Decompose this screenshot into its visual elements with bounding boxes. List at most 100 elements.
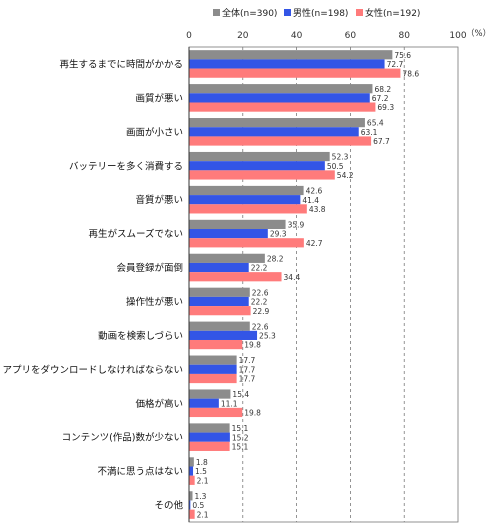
- category-label: 再生するまでに時間がかかる: [59, 58, 183, 70]
- bar: [189, 161, 325, 171]
- bar: [189, 306, 251, 316]
- value-label: 2.1: [197, 510, 209, 519]
- bar: [189, 204, 307, 214]
- value-label: 19.8: [244, 409, 261, 418]
- legend-swatch: [213, 9, 220, 16]
- bar: [189, 59, 385, 69]
- bar: [189, 219, 286, 230]
- bar: [189, 398, 219, 408]
- bar: [189, 407, 243, 418]
- category-label: アプリをダウンロードしなければならない: [2, 364, 183, 376]
- bar-group: 28.222.2 34.4: [189, 253, 301, 282]
- bar-group: 1.81.52.1: [189, 457, 209, 485]
- bar-group: 15.115.215.1: [189, 423, 249, 451]
- legend-item: 全体(n=390): [213, 7, 277, 19]
- bar-group: 42.641.443.8: [189, 185, 326, 214]
- category-label: 画質が悪い: [135, 92, 183, 104]
- value-label: 19.8: [244, 341, 261, 350]
- bar: [189, 68, 401, 78]
- value-label: 50.5: [327, 162, 344, 171]
- category-label: 会員登録が面倒: [116, 262, 183, 274]
- value-label: 43.8: [309, 205, 326, 214]
- value-label: 63.1: [361, 128, 378, 137]
- bar: [189, 253, 265, 263]
- legend-swatch: [356, 9, 363, 16]
- legend-item: 女性(n=192): [356, 7, 420, 19]
- value-label: 34.4: [284, 273, 301, 282]
- category-label: 再生がスムーズでない: [88, 228, 183, 240]
- bar-group: 75.672.778.6: [189, 50, 419, 78]
- category-label: バッテリーを多く消費する: [69, 160, 183, 172]
- x-tick-label: 20: [237, 31, 249, 41]
- bar: [189, 272, 282, 282]
- value-label: 78.6: [402, 69, 419, 78]
- category-label: コンテンツ(作品)数が少ない: [62, 432, 183, 444]
- category-labels: 再生するまでに時間がかかる画質が悪い画面が小さいバッテリーを多く消費する音質が悪…: [2, 58, 183, 511]
- bar: [189, 170, 335, 180]
- category-label: その他: [154, 500, 183, 512]
- value-label: 22.2: [251, 298, 268, 307]
- unit-label: （%）: [466, 28, 491, 39]
- bar: [189, 423, 230, 433]
- value-label: 41.4: [302, 196, 319, 205]
- bar: [189, 475, 195, 485]
- x-tick-label: 100: [449, 31, 466, 41]
- value-label: 52.3: [332, 153, 349, 162]
- value-label: 25.3: [259, 331, 276, 340]
- bar: [189, 339, 243, 350]
- value-label: 1.8: [196, 458, 208, 467]
- x-tick-label: 40: [291, 31, 303, 41]
- bar-group: 1.30.52.1: [189, 491, 209, 519]
- value-label: 22.6: [252, 322, 269, 331]
- bar: [189, 509, 195, 519]
- value-label: 11.1: [221, 399, 238, 408]
- value-label: 42.7: [306, 239, 323, 248]
- bar-group: 17.717.717.7: [189, 355, 256, 384]
- category-label: 動画を検索しづらい: [98, 330, 183, 342]
- value-label: 17.7: [239, 356, 256, 365]
- bar: [189, 50, 393, 60]
- x-tick-label: 60: [345, 31, 357, 41]
- value-label: 22.2: [251, 264, 268, 273]
- value-label: 1.5: [195, 467, 207, 476]
- bar: [189, 151, 330, 162]
- value-label: 69.3: [377, 103, 394, 112]
- value-label: 28.2: [267, 254, 284, 263]
- bar: [189, 500, 191, 510]
- bar: [189, 262, 249, 273]
- value-label: 1.3: [194, 492, 206, 501]
- bar: [189, 466, 194, 476]
- legend-item: 男性(n=198): [284, 7, 348, 19]
- x-tick-label: 80: [398, 31, 410, 41]
- bar: [189, 389, 231, 399]
- value-label: 15.1: [232, 442, 249, 451]
- bar-group: 52.350.554.2: [189, 151, 354, 180]
- bar: [189, 136, 372, 146]
- bar-group: 65.463.167.7: [189, 118, 390, 146]
- value-label: 15.2: [232, 433, 249, 442]
- category-label: 操作性が悪い: [126, 296, 183, 308]
- bar: [189, 457, 194, 467]
- bar: [189, 93, 370, 103]
- category-label: 画面が小さい: [126, 126, 183, 138]
- bar: [189, 229, 268, 239]
- bar: [189, 296, 249, 307]
- bar: [189, 118, 365, 128]
- value-label: 72.7: [387, 60, 404, 69]
- bar: [189, 364, 237, 374]
- x-tick-label: 0: [186, 31, 192, 41]
- bar: [189, 84, 373, 94]
- plot-frame: [188, 46, 459, 523]
- bar: [189, 102, 376, 112]
- legend-swatch: [284, 9, 291, 16]
- value-label: 15.1: [232, 424, 249, 433]
- value-label: 17.7: [239, 365, 256, 374]
- bar: [189, 321, 250, 331]
- legend-label: 男性(n=198): [293, 7, 348, 19]
- value-label: 54.2: [337, 171, 354, 180]
- bar-group: 22.625.319.8: [189, 321, 276, 350]
- value-label: 65.4: [367, 119, 384, 128]
- value-label: 68.2: [374, 85, 391, 94]
- value-label: 22.6: [252, 288, 269, 297]
